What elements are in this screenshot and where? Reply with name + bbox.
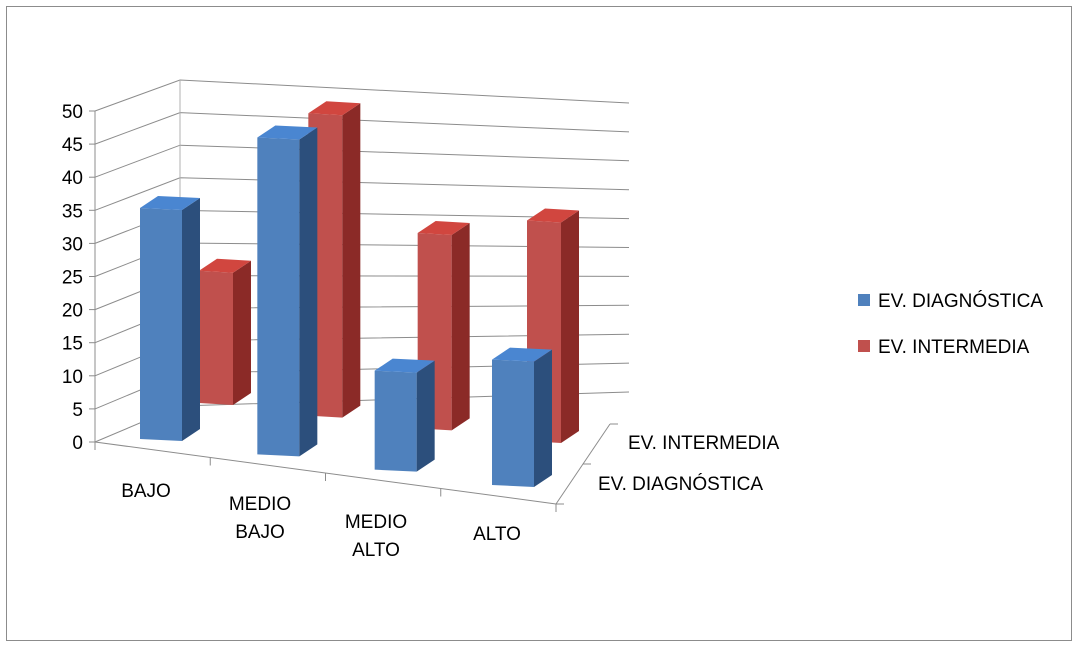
x-tick-label-line: ALTO xyxy=(352,540,400,561)
x-tick-label: ALTO xyxy=(473,524,521,545)
legend-swatch xyxy=(858,340,870,352)
bar-side xyxy=(182,198,200,441)
y-tick-label: 25 xyxy=(62,268,83,289)
x-tick-label-line: BAJO xyxy=(121,481,171,502)
bar-top xyxy=(140,196,200,210)
legend-label: EV. INTERMEDIA xyxy=(878,337,1030,358)
gridline xyxy=(94,79,630,112)
bar-top xyxy=(199,258,251,273)
bar-side xyxy=(561,210,579,443)
y-tick-label: 50 xyxy=(62,102,83,123)
bar xyxy=(492,347,552,487)
bar-side xyxy=(534,349,552,487)
bar-top xyxy=(257,125,318,140)
legend-layer: EV. DIAGNÓSTICA EV. INTERMEDIA xyxy=(858,290,1043,358)
bar-front xyxy=(492,359,534,487)
gridline xyxy=(94,112,630,145)
bar-front xyxy=(374,370,417,472)
bar-top xyxy=(527,208,579,223)
y-tick-label: 5 xyxy=(72,400,83,421)
x-tick-label: MEDIO BAJO xyxy=(229,494,291,543)
bar-top xyxy=(492,347,552,362)
bar-side xyxy=(451,223,470,431)
bar-top xyxy=(417,221,470,236)
bar-top xyxy=(308,101,361,116)
bar-side xyxy=(416,360,435,472)
gridline xyxy=(94,144,630,178)
bar xyxy=(140,196,200,441)
y-tick-label: 10 xyxy=(62,367,83,388)
y-tick-label: 15 xyxy=(62,334,83,355)
depth-tick-label: EV. DIAGNÓSTICA xyxy=(598,473,763,495)
x-tick-label-line: BAJO xyxy=(235,522,285,543)
chart-frame: 0 5 10 15 20 25 30 35 40 45 50 BAJO MEDIO BAJO MEDIO AL… xyxy=(6,6,1072,641)
depth-tick-label: EV. INTERMEDIA xyxy=(628,433,780,454)
y-tick-label: 45 xyxy=(62,135,83,156)
x-tick-label: BAJO xyxy=(121,481,171,502)
y-tick-label: 20 xyxy=(62,301,83,322)
y-tick-label: 0 xyxy=(72,433,83,454)
x-tick-label: MEDIO ALTO xyxy=(345,512,407,561)
x-tick-label-line: MEDIO xyxy=(345,512,407,533)
bar xyxy=(374,358,435,472)
chart-svg: 0 5 10 15 20 25 30 35 40 45 50 BAJO MEDIO BAJO MEDIO AL… xyxy=(62,79,1043,561)
y-tick-label: 30 xyxy=(62,234,83,255)
legend-label: EV. DIAGNÓSTICA xyxy=(878,290,1043,312)
x-tick-label-line: ALTO xyxy=(473,524,521,545)
bar xyxy=(199,258,251,405)
y-tick-label: 40 xyxy=(62,168,83,189)
labels-layer: 0 5 10 15 20 25 30 35 40 45 50 BAJO MEDIO BAJO MEDIO AL… xyxy=(62,102,780,561)
bar-side xyxy=(342,103,361,418)
bar-side xyxy=(299,127,318,457)
bars-layer xyxy=(140,101,579,487)
bar-side xyxy=(233,260,251,405)
bar xyxy=(257,125,318,457)
y-tick-label: 35 xyxy=(62,201,83,222)
x-tick-label-line: MEDIO xyxy=(229,494,291,515)
bar-top xyxy=(374,358,435,373)
legend-swatch xyxy=(858,294,870,306)
bar-front xyxy=(257,137,300,457)
bar-front xyxy=(199,270,233,405)
bar-front xyxy=(140,208,182,441)
